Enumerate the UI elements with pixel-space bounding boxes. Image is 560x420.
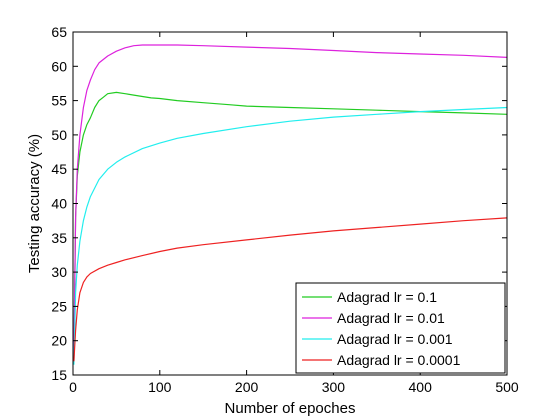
y-tick-label: 35 <box>51 230 67 246</box>
series-line-1 <box>73 44 508 355</box>
y-tick-label: 45 <box>51 161 67 177</box>
series-line-0 <box>73 91 508 355</box>
y-tick-label: 55 <box>51 93 67 109</box>
x-tick-label: 100 <box>148 379 172 395</box>
legend: Adagrad lr = 0.1 Adagrad lr = 0.01 Adagrad… <box>295 282 506 374</box>
x-tick-label: 0 <box>69 379 77 395</box>
legend-label-0: Adagrad lr = 0.1 <box>337 289 437 305</box>
legend-label-2: Adagrad lr = 0.001 <box>337 331 453 347</box>
x-tick-label: 300 <box>322 379 346 395</box>
y-tick-label: 65 <box>51 24 67 40</box>
x-axis-label: Number of epoches <box>225 400 356 417</box>
legend-box <box>295 282 506 374</box>
x-tick-label: 200 <box>235 379 259 395</box>
series-line-2 <box>73 106 508 365</box>
y-tick-label: 60 <box>51 58 67 74</box>
series-layer <box>73 44 508 365</box>
y-tick-label: 30 <box>51 264 67 280</box>
y-tick-label: 40 <box>51 196 67 212</box>
y-tick-label: 20 <box>51 333 67 349</box>
x-tick-label: 400 <box>409 379 433 395</box>
legend-label-3: Adagrad lr = 0.0001 <box>337 352 461 368</box>
y-tick-label: 25 <box>51 298 67 314</box>
y-tick-label: 50 <box>51 127 67 143</box>
y-tick-label: 15 <box>51 367 67 383</box>
legend-label-1: Adagrad lr = 0.01 <box>337 310 445 326</box>
y-axis-label: Testing accuracy (%) <box>26 134 43 273</box>
ticks-layer: 0 100 200 300 400 500 15 20 25 30 35 40 45 50 55 60 65 <box>51 24 518 395</box>
series-line-3 <box>73 217 508 362</box>
x-tick-label: 500 <box>495 379 519 395</box>
